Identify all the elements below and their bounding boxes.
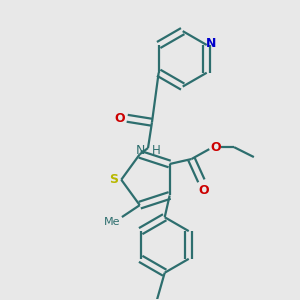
Text: H: H <box>152 143 160 157</box>
Text: Me: Me <box>104 217 120 227</box>
Text: N: N <box>135 143 145 157</box>
Text: O: O <box>198 184 209 197</box>
Text: O: O <box>210 141 220 154</box>
Text: S: S <box>109 173 118 186</box>
Text: O: O <box>114 112 124 125</box>
Text: N: N <box>206 38 216 50</box>
